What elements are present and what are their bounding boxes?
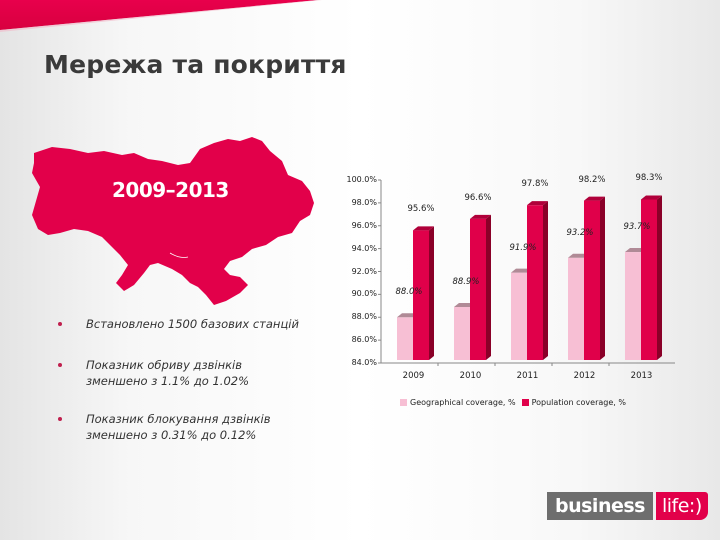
business-life-logo: business life:) (547, 492, 708, 520)
geo-bar (625, 252, 641, 360)
pop-bar-side (543, 201, 548, 360)
bullet-item: Показник обриву дзвінків зменшено з 1.1%… (58, 357, 338, 389)
bullet-dot-icon (58, 417, 62, 421)
logo-business: business (547, 492, 653, 520)
value-label: 95.6% (407, 204, 435, 215)
geo-bar-top (568, 253, 589, 258)
geo-bar (568, 257, 584, 360)
pop-bar-side (657, 195, 662, 360)
pop-bar (413, 230, 429, 360)
pop-bar-top (413, 226, 434, 231)
pop-bar (641, 199, 657, 360)
top-decorative-band (0, 0, 322, 32)
bullet-dot-icon (58, 363, 62, 367)
geo-bar-top (397, 313, 418, 318)
pop-bar-top (641, 195, 662, 200)
y-tick-label: 94.0% (351, 243, 377, 253)
bullet-item: Встановлено 1500 базових станцій (58, 316, 338, 332)
y-tick-label: 88.0% (351, 312, 377, 322)
geo-bar-top (454, 302, 475, 307)
ukraine-map (32, 137, 314, 305)
y-tick-label: 96.0% (351, 220, 377, 230)
y-tick-label: 86.0% (351, 335, 377, 345)
geo-bar (397, 317, 413, 360)
value-label: 93.2% (566, 227, 594, 238)
coverage-bar-chart: 100.0% 98.0% 96.0% 94.0% 92.0% 90.0% 88.0% 86.0… (330, 165, 710, 425)
value-label: 91.9% (509, 242, 537, 253)
x-tick-label: 2011 (516, 371, 539, 381)
legend-swatch-geo-icon (400, 399, 407, 406)
period-label: 2009–2013 (112, 178, 229, 202)
value-label: 98.3% (635, 173, 663, 184)
chart-plot-area (378, 179, 675, 366)
value-label: 93.7% (623, 222, 651, 233)
value-label: 88.0% (395, 287, 423, 298)
pop-bar-top (470, 214, 491, 219)
bullet-dot-icon (58, 322, 62, 326)
x-tick-label: 2009 (402, 371, 425, 381)
value-label: 97.8% (521, 179, 549, 190)
y-tick-label: 92.0% (351, 266, 377, 276)
y-tick-label: 100.0% (346, 175, 377, 184)
y-tick-label: 90.0% (351, 289, 377, 299)
bullet-item: Показник блокування дзвінків зменшено з … (58, 411, 338, 443)
pop-bar-side (486, 214, 491, 360)
pop-bar-side (429, 226, 434, 360)
legend-item-pop: Population coverage, % (521, 398, 626, 407)
geo-bar-top (511, 268, 532, 273)
bullet-list: Встановлено 1500 базових станцій Показни… (58, 316, 338, 443)
pop-bar-side (600, 196, 605, 360)
pop-bar-top (527, 201, 548, 206)
value-label: 88.9% (452, 276, 480, 287)
pop-bar (527, 205, 543, 360)
geo-bar (454, 306, 470, 360)
geo-bar-top (625, 248, 646, 253)
value-label: 98.2% (578, 174, 606, 185)
logo-life: life:) (655, 492, 708, 520)
pop-bar (584, 200, 600, 360)
pop-bar-top (584, 196, 605, 201)
pop-bar (470, 218, 486, 360)
legend-item-geo: Geographical coverage, % (400, 398, 516, 407)
x-tick-label: 2012 (573, 371, 596, 381)
slide-title: Мережа та покриття (44, 50, 347, 79)
x-tick-label: 2013 (630, 371, 653, 381)
value-label: 96.6% (464, 192, 492, 203)
chart-legend: Geographical coverage, % Population cove… (400, 398, 626, 407)
y-tick-label: 84.0% (351, 358, 377, 367)
geo-bar (511, 272, 527, 360)
x-tick-label: 2010 (459, 371, 482, 381)
legend-swatch-pop-icon (521, 399, 529, 406)
y-tick-label: 98.0% (351, 197, 377, 207)
